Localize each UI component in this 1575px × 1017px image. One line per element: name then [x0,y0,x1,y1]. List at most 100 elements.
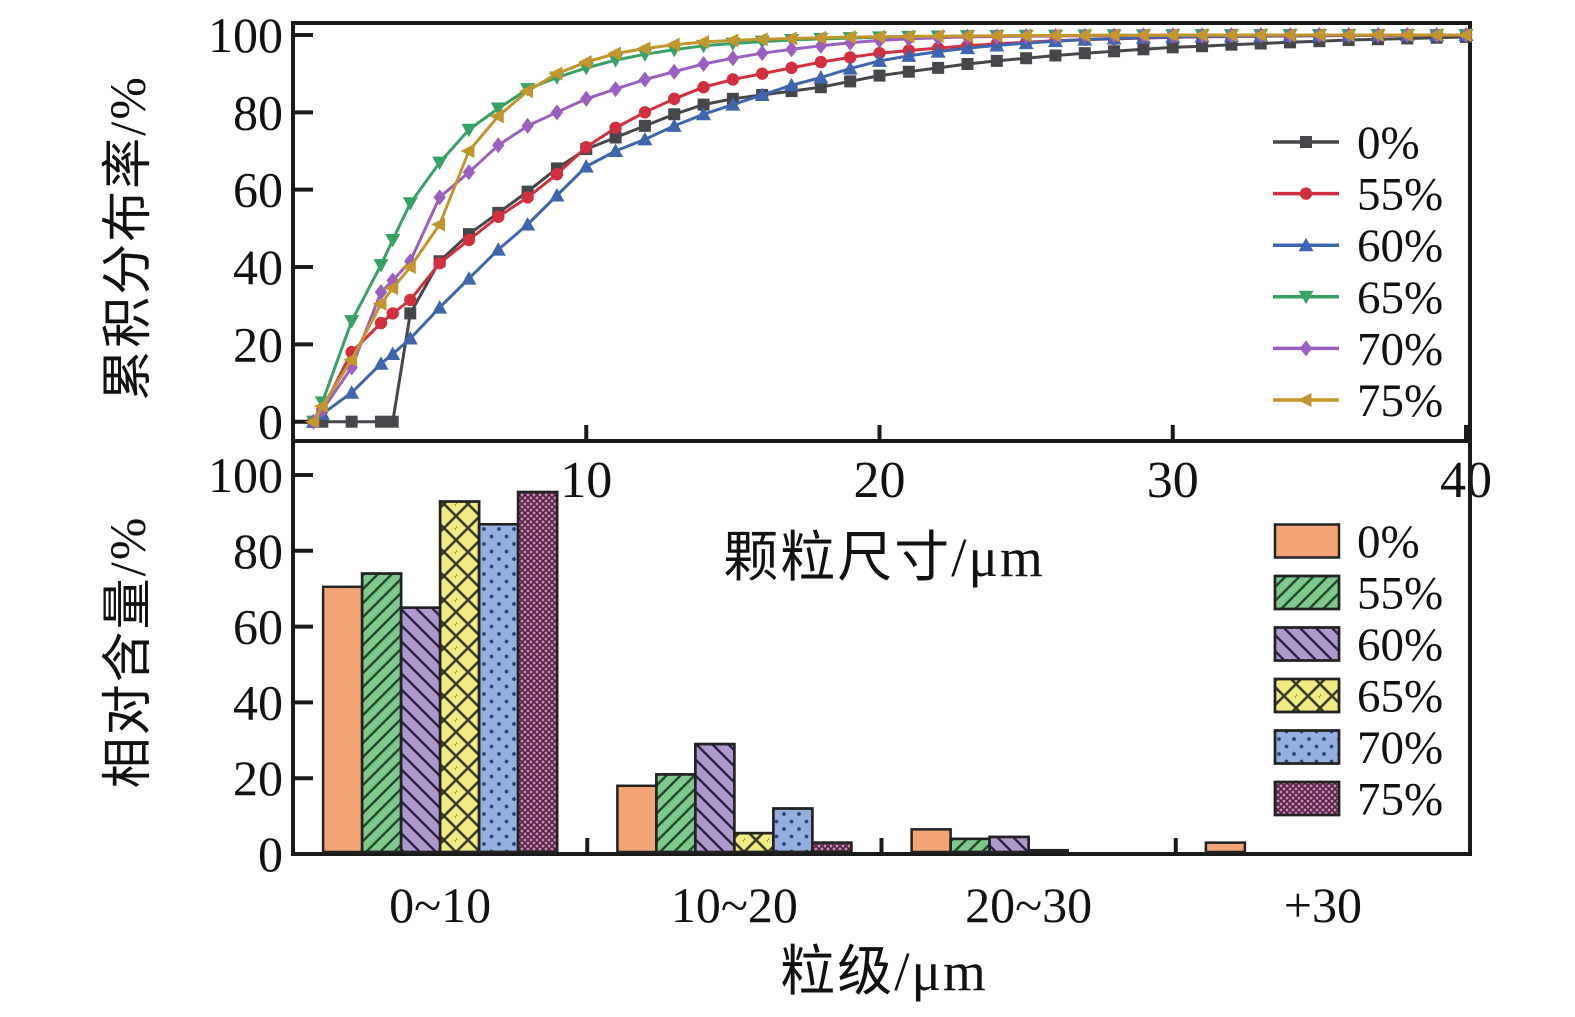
series-marker-75% [900,29,915,44]
legend-swatch-0% [1273,523,1341,559]
series-marker-60% [784,77,800,92]
series-marker-75% [958,28,973,43]
category-label-+30: +30 [1284,877,1362,933]
series-marker-60% [344,385,360,399]
series-marker-75% [460,144,475,159]
series-marker-0% [990,54,1003,67]
series-marker-55% [521,191,534,204]
series-marker-0% [345,415,358,428]
series-marker-75% [929,29,944,44]
series-marker-70% [374,284,388,301]
series-marker-75% [1281,28,1296,42]
series-marker-70% [843,34,857,51]
series-marker-60% [520,216,536,231]
series-marker-55% [843,51,857,64]
bar-hatch-10~20-75% [811,841,853,854]
legend-swatch-hatch-70% [1273,729,1341,765]
top-legend-label-65%: 65% [1357,272,1443,324]
series-marker-0% [814,81,827,94]
top-y-tick-label: 0 [258,394,283,450]
series-marker-0% [668,108,681,121]
bottom-y-tick-label: 20 [233,750,283,806]
bottom-legend-label-60%: 60% [1357,619,1443,671]
top-chart-y-axis-title: 累积分布率/% [101,75,157,401]
bar-hatch-20~30-65% [1027,848,1069,854]
top-legend-label-70%: 70% [1357,323,1443,375]
series-marker-65% [385,233,401,248]
legend-swatch-hatch-75% [1273,780,1341,817]
series-marker-55% [404,293,417,307]
series-marker-60% [373,356,389,370]
top-legend-label-55%: 55% [1357,169,1443,221]
bar-hatch-10~20-70% [772,807,814,854]
bottom-y-tick-label: 80 [233,523,283,579]
series-marker-0% [404,307,417,320]
series-marker-60% [901,48,917,62]
series-marker-60% [754,87,770,101]
series-marker-75% [607,46,622,61]
bottom-y-tick-label: 60 [233,599,283,655]
top-y-tick-label: 60 [233,162,283,218]
series-marker-75% [1457,28,1472,42]
series-marker-65% [432,156,448,171]
series-marker-60% [490,242,506,256]
series-marker-0% [638,119,651,132]
series-marker-75% [695,34,710,49]
legend-marker-70% [1299,340,1313,357]
series-marker-75% [1017,28,1032,43]
series-marker-60% [578,158,594,173]
series-marker-60% [930,44,946,58]
bar-hatch-0~10-75% [516,490,559,854]
bottom-y-tick-label: 100 [208,447,283,503]
series-marker-55% [580,140,593,154]
top-y-tick-label: 20 [233,316,283,372]
series-marker-75% [812,30,827,45]
bottom-legend-label-70%: 70% [1357,722,1443,774]
series-marker-60% [402,331,418,345]
series-marker-0% [873,69,886,82]
series-marker-55% [756,67,769,80]
series-marker-75% [783,31,798,46]
legend-swatch-hatch-65% [1273,677,1341,714]
series-marker-75% [1369,28,1384,42]
series-marker-55% [386,307,399,320]
series-marker-75% [1340,28,1355,42]
series-marker-75% [401,260,416,275]
series-marker-75% [1222,28,1237,43]
series-marker-60% [725,97,741,111]
top-y-tick-label: 80 [233,84,283,140]
top-x-tick-label: 40 [1440,452,1492,509]
bottom-chart-x-axis-title: 粒级/μm [780,941,988,1002]
series-marker-70% [609,81,622,98]
bottom-y-tick-label: 40 [233,674,283,730]
category-label-20~30: 20~30 [965,877,1092,933]
series-marker-70% [550,104,564,121]
legend-marker-0% [1300,136,1312,148]
legend-swatch-hatch-60% [1273,626,1341,662]
legend-marker-65% [1298,290,1314,305]
series-marker-75% [841,30,856,45]
series-marker-70% [492,137,505,154]
series-marker-75% [1193,28,1208,43]
series-marker-75% [1252,28,1267,43]
top-chart-x-axis-title: 颗粒尺寸/μm [723,527,1045,588]
bar-hatch-20~30-55% [949,837,991,854]
bottom-legend-label-75%: 75% [1357,774,1443,826]
series-marker-0% [1108,45,1121,58]
series-marker-75% [665,37,680,52]
series-marker-60% [637,131,653,146]
series-marker-70% [697,56,710,73]
series-marker-55% [433,256,446,270]
series-marker-75% [548,66,563,81]
bar-0~10-0% [321,585,364,854]
series-marker-70% [580,90,593,107]
series-marker-75% [1105,28,1120,43]
top-legend-label-60%: 60% [1357,220,1443,272]
series-marker-60% [872,53,887,67]
series-marker-75% [313,399,328,414]
bar-hatch-10~20-60% [694,742,736,854]
series-marker-0% [374,415,387,428]
series-marker-65% [402,197,418,211]
bar-hatch-10~20-55% [655,773,697,854]
series-marker-75% [372,296,387,311]
